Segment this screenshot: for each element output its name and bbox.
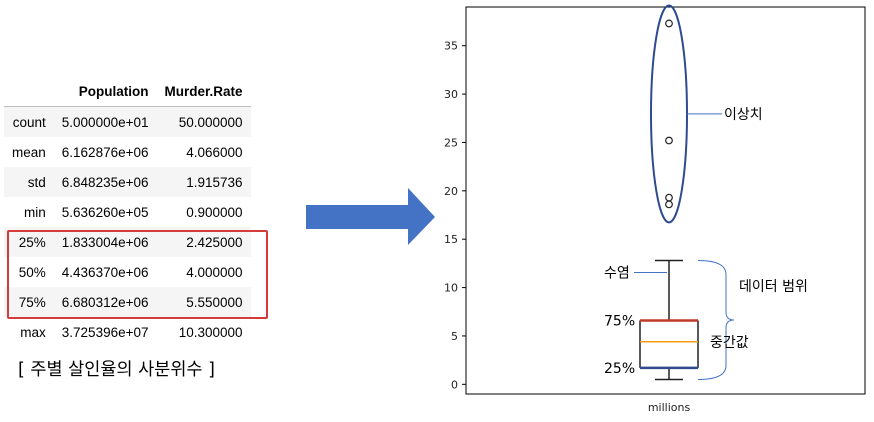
header-population: Population — [78, 83, 149, 99]
cell-murder-rate: 2.425000 — [186, 234, 243, 250]
row-label: std — [27, 174, 46, 190]
cell-murder-rate: 50.000000 — [178, 114, 243, 130]
x-tick-label: millions — [648, 401, 691, 414]
table-row: 25% 1.833004e+06 2.425000 — [4, 227, 251, 257]
q1-label: 25% — [604, 361, 635, 377]
q3-label: 75% — [604, 313, 635, 329]
table-header-row: Population Murder.Rate — [4, 76, 251, 107]
outlier-point — [665, 19, 673, 28]
table-row: 50% 4.436370e+06 4.000000 — [4, 257, 251, 287]
quartile-highlight-box — [7, 230, 268, 319]
cell-population: 6.162876e+06 — [61, 144, 149, 160]
outlier-label: 이상치 — [724, 107, 763, 123]
median-label: 중간값 — [710, 335, 749, 351]
cell-population: 6.848235e+06 — [61, 174, 149, 190]
table-row: count 5.000000e+01 50.000000 — [4, 106, 251, 137]
y-tick-label: 20 — [444, 185, 458, 198]
outlier-ellipse — [650, 4, 688, 224]
plot-frame — [465, 6, 866, 395]
outlier-point — [665, 193, 673, 202]
y-tick-label: 15 — [444, 233, 458, 246]
header-index — [4, 76, 54, 107]
row-label: max — [20, 324, 46, 340]
row-label: count — [12, 114, 46, 130]
table-row: 75% 6.680312e+06 5.550000 — [4, 287, 251, 317]
row-label: min — [24, 204, 46, 220]
table-caption: [ 주별 살인율의 사분위수 ] — [18, 360, 215, 380]
cell-population: 4.436370e+06 — [61, 264, 149, 280]
data-range-label: 데이터 범위 — [739, 279, 808, 295]
describe-table: Population Murder.Rate count 5.000000e+0… — [4, 76, 251, 347]
table-row: min 5.636260e+05 0.900000 — [4, 197, 251, 227]
outlier-point — [665, 136, 673, 145]
y-tick-label: 25 — [444, 136, 458, 149]
y-tick-label: 0 — [451, 378, 458, 391]
data-range-bracket — [697, 259, 735, 380]
y-axis: 0 5 10 15 20 25 30 35 — [444, 40, 466, 391]
right-arrow-icon — [306, 188, 435, 245]
cell-murder-rate: 1.915736 — [186, 174, 243, 190]
cell-murder-rate: 10.300000 — [178, 324, 243, 340]
table-row: std 6.848235e+06 1.915736 — [4, 167, 251, 197]
row-label: mean — [12, 144, 46, 160]
cell-murder-rate: 5.550000 — [186, 294, 243, 310]
header-murder-rate: Murder.Rate — [164, 83, 243, 99]
outlier-group — [665, 19, 673, 209]
outlier-point — [665, 200, 673, 209]
cell-murder-rate: 4.000000 — [186, 264, 243, 280]
whisker-label: 수염 — [604, 265, 630, 281]
cell-murder-rate: 4.066000 — [186, 144, 243, 160]
y-tick-label: 5 — [451, 330, 458, 343]
cell-population: 3.725396e+07 — [61, 324, 149, 340]
y-tick-label: 30 — [444, 88, 458, 101]
cell-population: 5.636260e+05 — [61, 204, 149, 220]
cell-murder-rate: 0.900000 — [186, 204, 243, 220]
cell-population: 5.000000e+01 — [61, 114, 149, 130]
box-group — [639, 259, 699, 381]
row-label: 75% — [18, 294, 46, 310]
row-label: 50% — [18, 264, 46, 280]
table-row: max 3.725396e+07 10.300000 — [4, 317, 251, 347]
row-label: 25% — [18, 234, 46, 250]
y-tick-label: 35 — [444, 40, 458, 53]
table-row: mean 6.162876e+06 4.066000 — [4, 137, 251, 167]
cell-population: 6.680312e+06 — [61, 294, 149, 310]
y-tick-label: 10 — [444, 282, 458, 295]
cell-population: 1.833004e+06 — [61, 234, 149, 250]
